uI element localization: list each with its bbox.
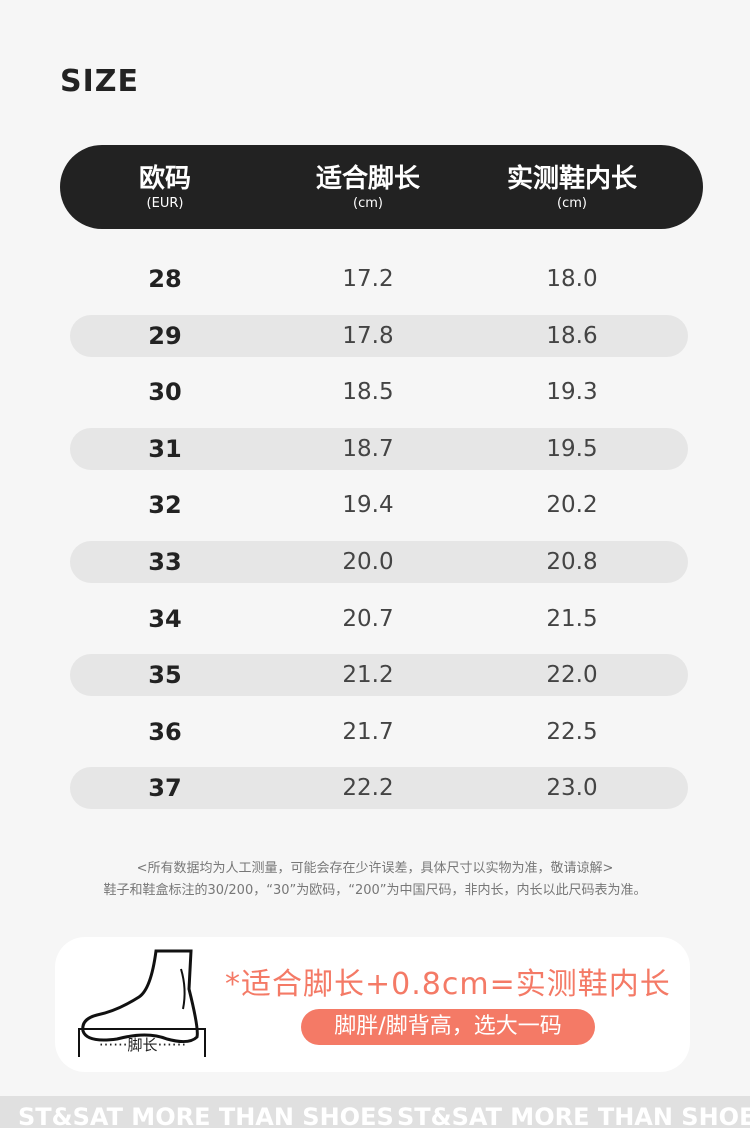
table-row: 33 20.0 20.8 [70,541,688,583]
eur-size: 32 [148,491,182,520]
header-foot-length: 适合脚长 (cm) [315,164,420,211]
foot-length: 18.7 [342,435,394,462]
table-row: 29 17.8 18.6 [70,314,688,357]
eur-size: 31 [148,434,182,463]
eur-size: 29 [148,321,182,350]
table-row: 36 21.7 22.5 [70,711,688,753]
note-2: 鞋子和鞋盒标注的30/200，“30”为欧码，“200”为中国尺码，非内长，内长… [103,883,647,898]
inner-length: 20.2 [546,492,598,519]
table-row: 34 20.7 21.5 [70,598,688,640]
foot-length: 21.2 [342,662,394,689]
brand-slogan: ST&SAT MORE THAN SHOES [397,1103,750,1128]
eur-size: 35 [148,661,182,690]
inner-length: 21.5 [546,605,598,632]
brand-band: ST&SAT MORE THAN SHOES ST&SAT MORE THAN … [0,1096,750,1128]
eur-size: 30 [148,378,182,407]
table-row: 35 21.2 22.0 [70,654,688,697]
inner-length: 19.5 [546,435,598,462]
foot-length: 17.8 [342,322,394,349]
header-inner-length: 实测鞋内长 (cm) [506,164,637,211]
table-header: 欧码 (EUR) 适合脚长 (cm) 实测鞋内长 (cm) [60,145,703,229]
table-row: 37 22.2 23.0 [70,767,688,810]
foot-length: 22.2 [342,775,394,802]
inner-length: 22.5 [546,718,598,745]
page-title: SIZE [60,64,140,99]
inner-length: 19.3 [546,379,598,406]
inner-length: 20.8 [546,549,598,575]
foot-icon [78,949,206,1057]
brand-slogan: ST&SAT MORE THAN SHOES [18,1103,394,1128]
table-row: 31 18.7 19.5 [70,427,688,470]
eur-size: 34 [148,604,182,633]
foot-length: 18.5 [342,379,394,406]
formula-text: *适合脚长+0.8cm=实测鞋内长 [225,967,671,1002]
foot-length: 20.7 [342,605,394,632]
foot-length: 20.0 [342,549,394,575]
eur-size: 37 [148,774,182,803]
table-row: 28 17.2 18.0 [70,258,688,300]
inner-length: 18.6 [546,322,598,349]
eur-size: 28 [148,265,182,293]
foot-length: 19.4 [342,492,394,519]
eur-size: 33 [148,548,182,576]
inner-length: 23.0 [546,775,598,802]
note-1: <所有数据均为人工测量，可能会存在少许误差，具体尺寸以实物为准，敬请谅解> [136,861,614,876]
foot-length-label: ······脚长······ [98,1036,187,1054]
inner-length: 18.0 [546,266,598,292]
header-eur: 欧码 (EUR) [138,164,191,211]
eur-size: 36 [148,717,182,746]
tip-card: ······脚长······ *适合脚长+0.8cm=实测鞋内长 脚胖/脚背高，… [55,937,690,1072]
advice-badge: 脚胖/脚背高，选大一码 [301,1009,595,1045]
foot-length: 17.2 [342,266,394,292]
inner-length: 22.0 [546,662,598,689]
foot-length: 21.7 [342,718,394,745]
table-row: 32 19.4 20.2 [70,484,688,526]
table-row: 30 18.5 19.3 [70,371,688,413]
